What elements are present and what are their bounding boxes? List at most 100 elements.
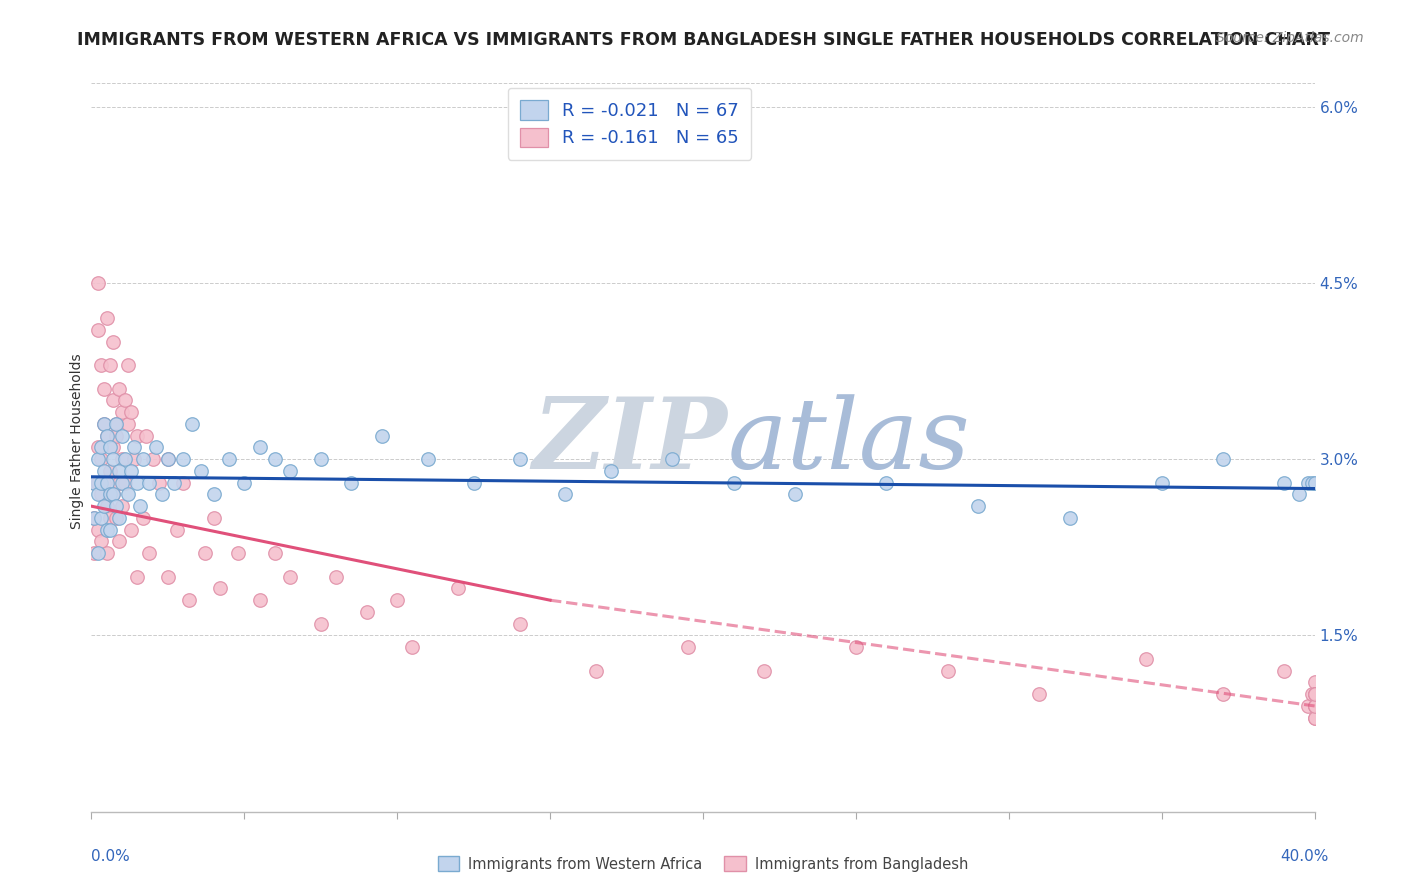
Point <box>117 417 139 431</box>
Point <box>127 428 149 442</box>
Point <box>101 487 124 501</box>
Point <box>93 475 115 490</box>
Point <box>1303 687 1326 701</box>
Point <box>96 311 118 326</box>
Point <box>98 464 121 478</box>
Point <box>233 475 256 490</box>
Point <box>967 499 990 513</box>
Point <box>385 593 409 607</box>
Point <box>86 523 108 537</box>
Point <box>1303 711 1326 725</box>
Point <box>676 640 699 655</box>
Point <box>1059 511 1081 525</box>
Point <box>145 441 167 455</box>
Point <box>141 452 163 467</box>
Point <box>96 546 118 560</box>
Point <box>86 475 108 490</box>
Point <box>104 511 127 525</box>
Point <box>1150 475 1173 490</box>
Point <box>120 405 142 419</box>
Point <box>1272 664 1295 678</box>
Point <box>96 523 118 537</box>
Point <box>172 475 194 490</box>
Point <box>98 487 121 501</box>
Point <box>83 511 105 525</box>
Point <box>93 417 115 431</box>
Point <box>108 534 131 549</box>
Text: Source: ZipAtlas.com: Source: ZipAtlas.com <box>1216 31 1364 45</box>
Point <box>875 475 898 490</box>
Text: 40.0%: 40.0% <box>1281 849 1329 863</box>
Point <box>371 428 394 442</box>
Point <box>1303 698 1326 713</box>
Point <box>83 475 105 490</box>
Point <box>278 570 301 584</box>
Point <box>208 582 231 596</box>
Point <box>166 523 188 537</box>
Point <box>90 475 112 490</box>
Point <box>264 546 287 560</box>
Legend: Immigrants from Western Africa, Immigrants from Bangladesh: Immigrants from Western Africa, Immigran… <box>432 850 974 878</box>
Point <box>96 428 118 442</box>
Point <box>90 534 112 549</box>
Legend: R = -0.021   N = 67, R = -0.161   N = 65: R = -0.021 N = 67, R = -0.161 N = 65 <box>508 87 751 160</box>
Point <box>226 546 249 560</box>
Point <box>585 664 607 678</box>
Point <box>93 499 115 513</box>
Point <box>101 441 124 455</box>
Point <box>101 334 124 349</box>
Point <box>96 475 118 490</box>
Point <box>132 511 155 525</box>
Y-axis label: Single Father Households: Single Father Households <box>70 354 84 529</box>
Text: atlas: atlas <box>727 394 970 489</box>
Point <box>1303 687 1326 701</box>
Point <box>202 487 225 501</box>
Point <box>325 570 347 584</box>
Point <box>90 452 112 467</box>
Point <box>117 487 139 501</box>
Point <box>179 593 201 607</box>
Point <box>120 464 142 478</box>
Point <box>108 382 131 396</box>
Point <box>202 511 225 525</box>
Point <box>111 475 134 490</box>
Point <box>1303 698 1326 713</box>
Point <box>90 487 112 501</box>
Point <box>114 393 136 408</box>
Point <box>1288 487 1310 501</box>
Point <box>1303 687 1326 701</box>
Point <box>101 487 124 501</box>
Point <box>127 475 149 490</box>
Point <box>114 452 136 467</box>
Point <box>156 452 179 467</box>
Point <box>98 358 121 372</box>
Point <box>845 640 868 655</box>
Point <box>122 441 145 455</box>
Point <box>783 487 806 501</box>
Point <box>108 464 131 478</box>
Point <box>1303 698 1326 713</box>
Point <box>1303 675 1326 690</box>
Point <box>1298 698 1320 713</box>
Point <box>86 323 108 337</box>
Point <box>172 452 194 467</box>
Point <box>86 452 108 467</box>
Point <box>96 428 118 442</box>
Point <box>156 452 179 467</box>
Point <box>86 487 108 501</box>
Point <box>90 358 112 372</box>
Point <box>264 452 287 467</box>
Point <box>111 452 134 467</box>
Point <box>111 499 134 513</box>
Point <box>156 570 179 584</box>
Point <box>1303 475 1326 490</box>
Point <box>661 452 683 467</box>
Point <box>93 464 115 478</box>
Point <box>163 475 186 490</box>
Point <box>554 487 576 501</box>
Point <box>138 546 160 560</box>
Text: 0.0%: 0.0% <box>91 849 131 863</box>
Point <box>120 523 142 537</box>
Point <box>218 452 240 467</box>
Point <box>86 441 108 455</box>
